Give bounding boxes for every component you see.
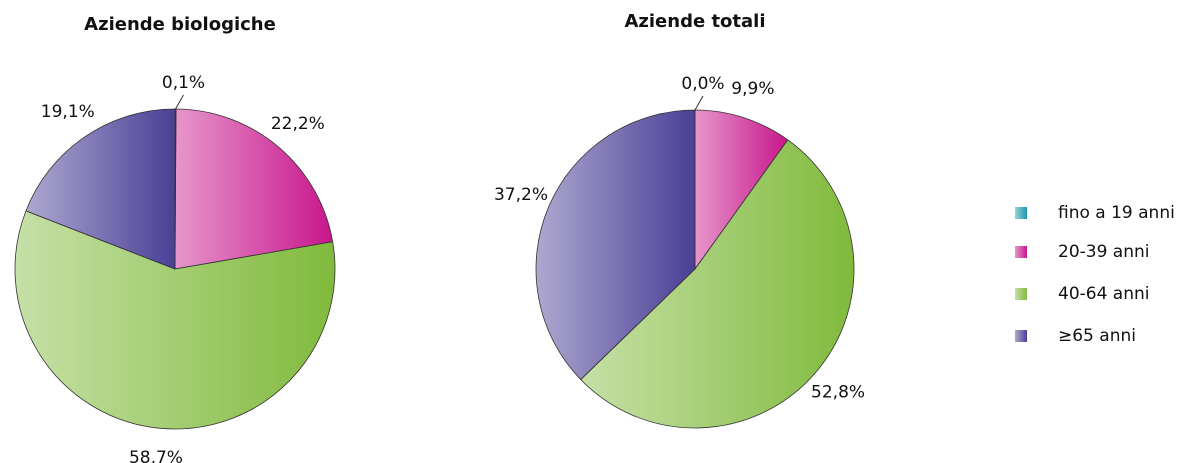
leader-line: [175, 94, 184, 110]
pie-slice: [580, 139, 855, 429]
data-label: 37,2%: [494, 185, 548, 205]
pie-slice: [25, 108, 176, 270]
pie-slice: [694, 109, 789, 271]
data-label: 58,7%: [129, 448, 183, 463]
data-label: 9,9%: [731, 79, 774, 99]
pie-slice: [174, 108, 334, 270]
pie-slice: [535, 109, 696, 381]
legend-swatch: [1015, 330, 1027, 342]
legend-label: 20-39 anni: [1058, 242, 1150, 262]
data-label: 19,1%: [41, 102, 95, 122]
leader-line: [694, 95, 704, 111]
pie-slice: [14, 210, 336, 430]
data-label: 0,0%: [681, 74, 724, 94]
data-label: 52,8%: [811, 383, 865, 403]
legend-label: 40-64 anni: [1058, 284, 1150, 304]
legend-swatch: [1015, 246, 1027, 258]
legend-swatch: [1015, 207, 1027, 219]
data-label: 22,2%: [271, 114, 325, 134]
chart-title: Aziende biologiche: [84, 14, 276, 35]
legend-label: fino a 19 anni: [1058, 203, 1175, 223]
data-label: 0,1%: [162, 73, 205, 93]
legend-swatch: [1015, 288, 1027, 300]
legend-label: ≥65 anni: [1058, 326, 1136, 346]
chart-title: Aziende totali: [624, 11, 765, 32]
